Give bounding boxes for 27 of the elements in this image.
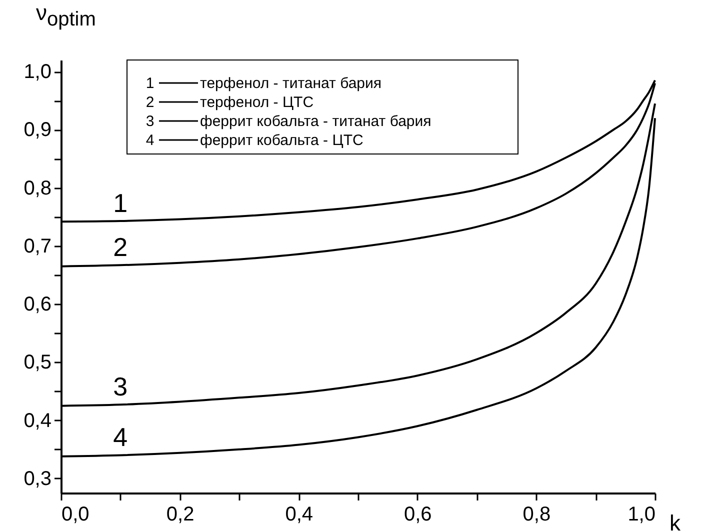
text: 1 (146, 75, 154, 92)
x-tick-label: 1,0 (628, 504, 656, 526)
annotation: 3 (113, 372, 128, 402)
legend-label: терфенол - титанат бария (200, 75, 382, 92)
legend-label: терфенол - ЦТС (200, 94, 314, 111)
y-tick-label: 1,0 (24, 61, 52, 84)
y-tick-label: 0,5 (24, 352, 52, 374)
y-tick-label: 0,6 (24, 294, 52, 316)
x-tick-label: 0,2 (166, 504, 194, 526)
y-tick-label: 0,4 (24, 410, 52, 432)
y-tick-label: 0,8 (24, 177, 52, 200)
legend-label: феррит кобальта - титанат бария (200, 113, 432, 130)
x-axis-title: k (670, 510, 682, 531)
annotation: 2 (113, 232, 128, 262)
x-tick-label: 0,0 (62, 504, 90, 526)
text: 2 (146, 94, 154, 111)
x-tick-label: 0,4 (285, 504, 314, 526)
x-tick-label: 0,8 (522, 504, 551, 526)
legend-label: феррит кобальта - ЦТС (200, 132, 364, 149)
y-tick-label: 0,7 (24, 235, 52, 258)
x-tick-label: 0,6 (404, 504, 432, 526)
text: 4 (146, 132, 154, 149)
y-tick-label: 0,3 (24, 468, 52, 490)
annotation: 4 (113, 422, 128, 452)
text: 3 (146, 113, 154, 130)
annotation: 1 (113, 188, 128, 218)
y-tick-label: 0,9 (24, 119, 52, 142)
